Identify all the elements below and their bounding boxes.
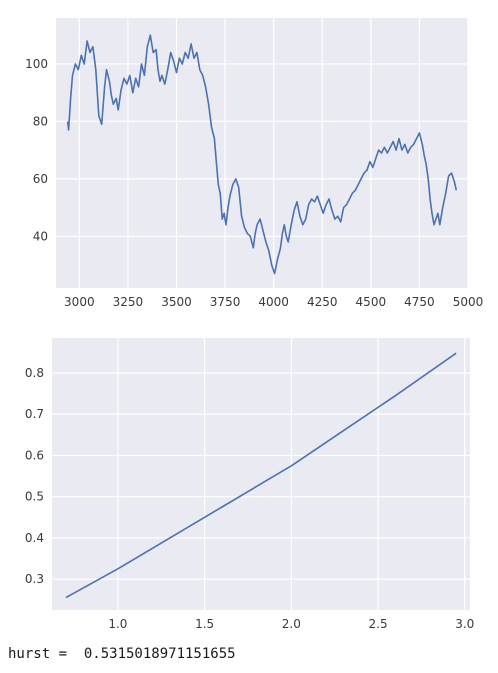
series-line: [66, 34, 458, 275]
x-tick-label: 1.5: [195, 617, 214, 631]
x-tick-label: 4250: [307, 295, 338, 309]
plot-area: [52, 338, 470, 610]
y-tick-label: 100: [25, 57, 48, 71]
x-tick-label: 3.0: [455, 617, 474, 631]
x-tick-label: 2.0: [282, 617, 301, 631]
y-tick-label: 0.6: [25, 448, 44, 462]
y-tick-label: 0.8: [25, 366, 44, 380]
price-line-chart: 3000 3250 3500 3750 4000 4250 4500 4750 5000 40 60…: [25, 18, 484, 309]
y-tick-label: 0.5: [25, 490, 44, 504]
y-tick-label: 0.7: [25, 407, 44, 421]
x-tick-label: 4000: [258, 295, 289, 309]
x-tick-label: 5000: [453, 295, 484, 309]
plot-area: [56, 18, 468, 288]
series-line: [65, 352, 457, 599]
hurst-line-chart: 1.0 1.5 2.0 2.5 3.0 0.3 0.4 0.5 0.6 0.7 0.8: [25, 338, 474, 631]
y-tick-label: 40: [33, 229, 48, 243]
y-tick-label: 0.3: [25, 572, 44, 586]
hurst-output: hurst = 0.5315018971151655: [8, 646, 236, 662]
x-tick-label: 3250: [113, 295, 144, 309]
y-tick-label: 0.4: [25, 531, 44, 545]
x-tick-label: 3000: [64, 295, 95, 309]
x-tick-label: 4750: [404, 295, 435, 309]
x-tick-label: 1.0: [108, 617, 127, 631]
y-tick-label: 60: [33, 172, 48, 186]
x-tick-label: 2.5: [369, 617, 388, 631]
x-tick-label: 3500: [161, 295, 192, 309]
y-tick-label: 80: [33, 114, 48, 128]
x-tick-label: 4500: [356, 295, 387, 309]
x-tick-label: 3750: [210, 295, 241, 309]
